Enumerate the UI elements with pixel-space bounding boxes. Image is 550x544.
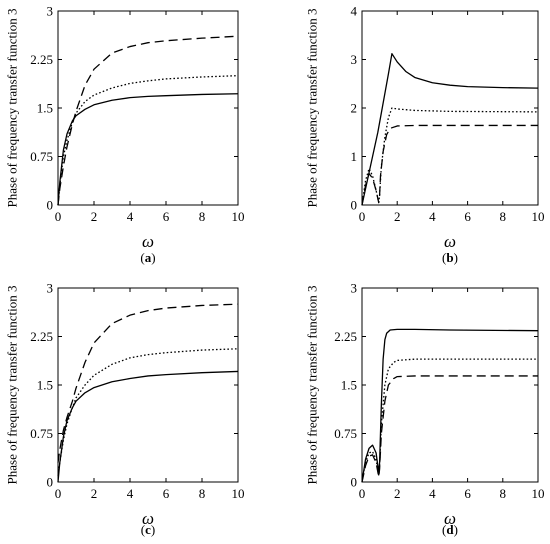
y-tick-label: 0	[351, 198, 358, 213]
y-tick-label: 2.25	[30, 329, 53, 344]
panel-c: 0 2 4 6 8 10 0 0.75 1.5 2.25 3 Phase of frequency t…	[5, 281, 245, 538]
x-tick-label: 2	[394, 486, 401, 501]
x-tick-label: 8	[500, 209, 507, 224]
series-line-solid	[57, 370, 239, 483]
caption-letter: a	[145, 250, 152, 265]
x-tick-label: 10	[532, 486, 545, 501]
caption-letter: d	[446, 522, 454, 537]
caption-open: (	[442, 250, 446, 265]
panel-caption: (d)	[442, 522, 458, 537]
y-tick-label: 0	[47, 198, 54, 213]
x-tick-label: 8	[500, 486, 507, 501]
y-tick-label: 1.5	[37, 101, 53, 116]
x-tick-label: 4	[429, 486, 436, 501]
x-tick-label: 6	[464, 209, 471, 224]
x-axis-label: ω	[444, 232, 456, 251]
y-axis-label: Phase of frequency transfer function 3	[305, 9, 320, 208]
panel-b: 0 2 4 6 8 10 0 1 2 3 4 Phase of frequency transfer …	[305, 4, 545, 266]
series-line-solid	[361, 328, 539, 483]
caption-open: (	[140, 250, 144, 265]
y-axis-label: Phase of frequency transfer function 3	[5, 9, 20, 208]
x-tick-label: 0	[55, 486, 62, 501]
x-tick-label: 8	[199, 486, 206, 501]
panel-caption: (a)	[140, 250, 155, 265]
x-tick-label: 2	[91, 486, 98, 501]
series-line-solid	[57, 93, 239, 206]
x-tick-label: 4	[127, 209, 134, 224]
series-line-dashed	[57, 303, 239, 463]
x-tick-label: 6	[163, 209, 170, 224]
x-tick-label: 8	[199, 209, 206, 224]
series-line-dotted	[57, 75, 239, 206]
y-tick-label: 3	[351, 281, 358, 296]
panel-caption: (c)	[141, 522, 155, 537]
y-tick-label: 3	[47, 4, 54, 19]
x-tick-label: 6	[464, 486, 471, 501]
x-tick-label: 10	[532, 209, 545, 224]
plot-frame	[361, 10, 539, 206]
y-tick-label: 0	[47, 475, 54, 490]
y-tick-label: 4	[351, 4, 358, 19]
series-line-dotted	[361, 358, 538, 483]
caption-letter: b	[446, 250, 453, 265]
x-tick-label: 2	[394, 209, 401, 224]
y-tick-label: 0.75	[334, 426, 357, 441]
x-tick-label: 6	[163, 486, 170, 501]
caption-open: (	[442, 522, 446, 537]
x-tick-label: 4	[127, 486, 134, 501]
caption-open: (	[141, 522, 145, 537]
plot-frame	[57, 10, 239, 206]
y-tick-label: 1.5	[341, 378, 357, 393]
y-tick-label: 1.5	[37, 378, 53, 393]
x-axis-label: ω	[142, 509, 154, 528]
series-line-dashed	[361, 124, 538, 206]
x-axis-label: ω	[142, 232, 154, 251]
y-tick-label: 2	[351, 101, 358, 116]
x-axis-label: ω	[444, 509, 456, 528]
series-line-dotted	[57, 348, 239, 476]
panel-d: 0 2 4 6 8 10 0 0.75 1.5 2.25 3 Phase of frequency t…	[305, 281, 545, 538]
panel-caption: (b)	[442, 250, 458, 265]
x-tick-label: 10	[232, 209, 245, 224]
y-tick-label: 3	[351, 52, 358, 67]
series-line-dashed	[361, 375, 538, 483]
caption-close: )	[454, 522, 458, 537]
y-axis-label: Phase of frequency transfer function 3	[305, 286, 320, 485]
y-tick-label: 0.75	[30, 426, 53, 441]
y-axis-label: Phase of frequency transfer function 3	[5, 286, 20, 485]
panel-a: 0 2 4 6 8 10 0 0.75 1.5 2.25 3 Phase of frequency t…	[5, 4, 245, 266]
x-tick-label: 4	[429, 209, 436, 224]
caption-close: )	[454, 250, 458, 265]
caption-letter: c	[145, 522, 151, 537]
y-tick-label: 3	[47, 281, 54, 296]
y-tick-label: 2.25	[334, 329, 357, 344]
series-line-solid	[361, 53, 539, 206]
series-line-dotted	[361, 107, 539, 206]
y-tick-label: 0.75	[30, 149, 53, 164]
x-tick-label: 0	[359, 209, 366, 224]
series-line-dashed	[57, 35, 239, 206]
x-tick-label: 0	[359, 486, 366, 501]
caption-close: )	[151, 522, 155, 537]
caption-close: )	[151, 250, 155, 265]
y-tick-label: 0	[351, 475, 358, 490]
y-tick-label: 1	[351, 149, 358, 164]
x-tick-label: 2	[91, 209, 98, 224]
x-tick-label: 0	[55, 209, 62, 224]
x-tick-label: 10	[232, 486, 245, 501]
y-tick-label: 2.25	[30, 52, 53, 67]
